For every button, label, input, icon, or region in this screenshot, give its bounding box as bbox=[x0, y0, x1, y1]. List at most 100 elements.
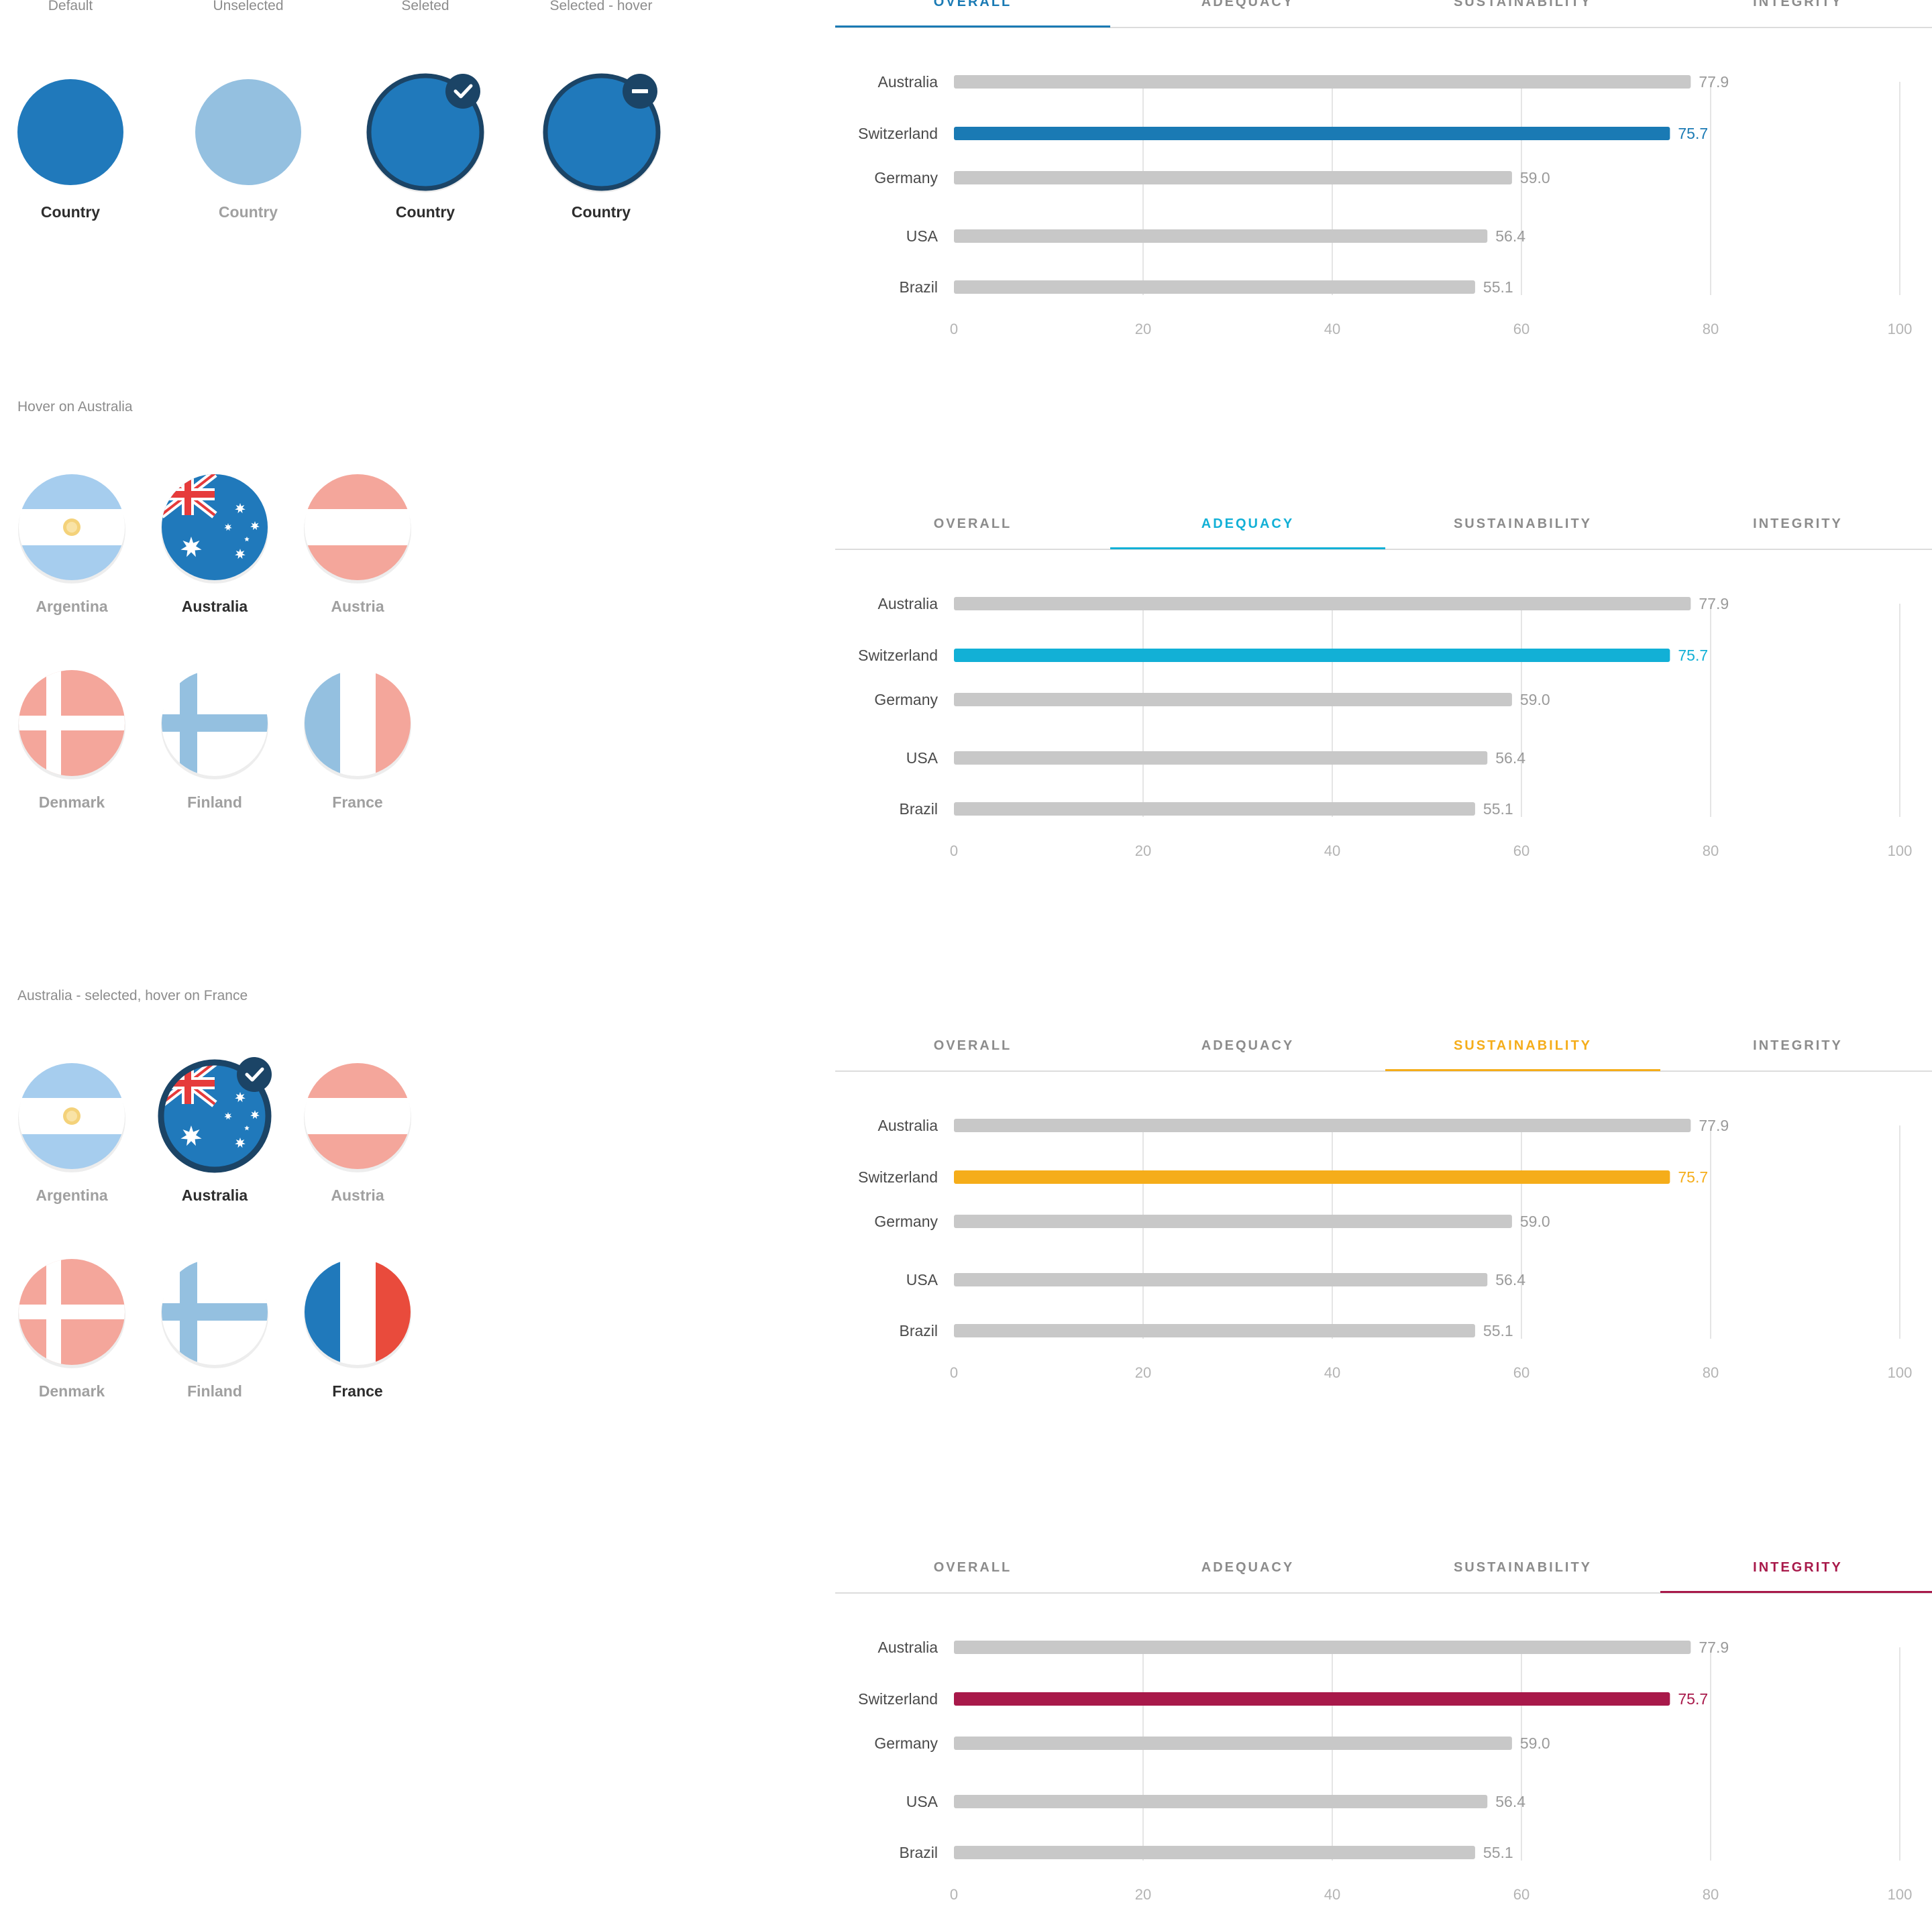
bar-usa bbox=[954, 1795, 1488, 1808]
tab-adequacy[interactable]: ADEQUACY bbox=[1201, 1038, 1295, 1053]
country-label-australia: Australia bbox=[181, 1187, 248, 1204]
category-label: Switzerland bbox=[858, 1690, 938, 1708]
tab-sustainability[interactable]: SUSTAINABILITY bbox=[1453, 0, 1593, 9]
bar-usa bbox=[954, 751, 1488, 765]
country-flag-france[interactable] bbox=[297, 1252, 418, 1372]
value-label: 56.4 bbox=[1495, 1271, 1525, 1288]
category-label: Germany bbox=[874, 169, 938, 186]
bar-chart: Australia 77.9 Switzerland 75.7 Germany 59.0 U… bbox=[858, 1117, 1913, 1381]
value-label: 77.9 bbox=[1699, 595, 1729, 612]
value-label: 59.0 bbox=[1520, 169, 1550, 186]
x-tick-label: 80 bbox=[1703, 842, 1719, 859]
minus-badge-icon bbox=[623, 74, 657, 112]
x-tick-label: 0 bbox=[950, 1364, 958, 1381]
bar-brazil bbox=[954, 1846, 1475, 1859]
country-flag-australia[interactable] bbox=[154, 467, 275, 588]
bar-germany bbox=[954, 693, 1512, 706]
tab-overall[interactable]: OVERALL bbox=[933, 1038, 1012, 1053]
bar-australia bbox=[954, 75, 1691, 89]
x-tick-label: 0 bbox=[950, 1886, 958, 1903]
country-button-default[interactable] bbox=[17, 78, 124, 186]
value-label: 59.0 bbox=[1520, 1734, 1550, 1752]
country-flag-finland[interactable] bbox=[154, 663, 275, 783]
country-label-denmark: Denmark bbox=[38, 793, 105, 811]
x-tick-label: 20 bbox=[1135, 1886, 1151, 1903]
value-label: 56.4 bbox=[1495, 749, 1525, 767]
category-label: Germany bbox=[874, 1213, 938, 1230]
tab-sustainability[interactable]: SUSTAINABILITY bbox=[1453, 1560, 1593, 1575]
tab-integrity[interactable]: INTEGRITY bbox=[1753, 516, 1843, 531]
x-tick-label: 0 bbox=[950, 321, 958, 337]
tab-overall[interactable]: OVERALL bbox=[933, 0, 1012, 9]
chart-panel-overall: OVERALL ADEQUACY SUSTAINABILITY INTEGRITY Au… bbox=[835, 0, 1932, 357]
value-label: 77.9 bbox=[1699, 1117, 1729, 1134]
country-flag-finland[interactable] bbox=[154, 1252, 275, 1372]
active-tab-underline bbox=[1385, 1069, 1660, 1071]
value-label: 75.7 bbox=[1678, 1690, 1708, 1708]
category-label: Australia bbox=[878, 595, 938, 612]
country-flag-france[interactable] bbox=[297, 663, 418, 783]
bar-australia bbox=[954, 597, 1691, 610]
active-tab-underline bbox=[1660, 1591, 1932, 1593]
tab-adequacy[interactable]: ADEQUACY bbox=[1201, 1560, 1295, 1575]
state-label-selected: Seleted bbox=[401, 0, 449, 13]
tab-overall[interactable]: OVERALL bbox=[933, 1560, 1012, 1575]
bar-switzerland bbox=[954, 1170, 1670, 1184]
active-tab-underline bbox=[1110, 547, 1385, 549]
tab-integrity[interactable]: INTEGRITY bbox=[1753, 1560, 1843, 1575]
value-label: 75.7 bbox=[1678, 125, 1708, 142]
category-label: Australia bbox=[878, 73, 938, 91]
bar-brazil bbox=[954, 280, 1475, 294]
country-label-argentina: Argentina bbox=[36, 1187, 108, 1204]
category-label: USA bbox=[906, 227, 938, 245]
category-label: Switzerland bbox=[858, 125, 938, 142]
country-flag-argentina[interactable] bbox=[11, 467, 132, 588]
x-tick-label: 100 bbox=[1888, 321, 1913, 337]
tab-integrity[interactable]: INTEGRITY bbox=[1753, 1038, 1843, 1053]
country-button-unselected[interactable] bbox=[195, 78, 302, 186]
country-flag-austria[interactable] bbox=[297, 467, 418, 588]
bar-brazil bbox=[954, 1324, 1475, 1337]
tab-sustainability[interactable]: SUSTAINABILITY bbox=[1453, 1038, 1593, 1053]
circle-label: Country bbox=[395, 203, 455, 221]
x-tick-label: 100 bbox=[1888, 1886, 1913, 1903]
value-label: 55.1 bbox=[1483, 1322, 1513, 1339]
section-caption: Australia - selected, hover on France bbox=[17, 988, 248, 1003]
x-tick-label: 40 bbox=[1324, 842, 1340, 859]
bar-germany bbox=[954, 171, 1512, 184]
country-label-finland: Finland bbox=[187, 793, 242, 811]
bar-germany bbox=[954, 1215, 1512, 1228]
value-label: 55.1 bbox=[1483, 800, 1513, 818]
country-label-australia: Australia bbox=[181, 598, 248, 615]
x-tick-label: 60 bbox=[1513, 1886, 1529, 1903]
category-label: Switzerland bbox=[858, 1168, 938, 1186]
category-label: Germany bbox=[874, 1734, 938, 1752]
value-label: 55.1 bbox=[1483, 1844, 1513, 1861]
country-flag-denmark[interactable] bbox=[11, 1252, 132, 1372]
x-tick-label: 60 bbox=[1513, 1364, 1529, 1381]
country-flag-argentina[interactable] bbox=[11, 1056, 132, 1176]
tab-adequacy[interactable]: ADEQUACY bbox=[1201, 0, 1295, 9]
tab-overall[interactable]: OVERALL bbox=[933, 516, 1012, 531]
tab-adequacy[interactable]: ADEQUACY bbox=[1201, 516, 1295, 531]
category-label: Germany bbox=[874, 691, 938, 708]
x-tick-label: 100 bbox=[1888, 842, 1913, 859]
bar-usa bbox=[954, 229, 1488, 243]
category-label: Brazil bbox=[899, 1322, 938, 1339]
bar-chart: Australia 77.9 Switzerland 75.7 Germany 59.0 U… bbox=[858, 73, 1913, 337]
tab-integrity[interactable]: INTEGRITY bbox=[1753, 0, 1843, 9]
state-label-selected-hover: Selected - hover bbox=[549, 0, 653, 13]
value-label: 59.0 bbox=[1520, 691, 1550, 708]
tab-sustainability[interactable]: SUSTAINABILITY bbox=[1453, 516, 1593, 531]
x-tick-label: 60 bbox=[1513, 321, 1529, 337]
chart-panel-sustainability: OVERALL ADEQUACY SUSTAINABILITY INTEGRITY Au… bbox=[835, 1038, 1932, 1400]
x-tick-label: 100 bbox=[1888, 1364, 1913, 1381]
state-label-default: Default bbox=[48, 0, 93, 13]
country-flag-austria[interactable] bbox=[297, 1056, 418, 1176]
x-tick-label: 80 bbox=[1703, 321, 1719, 337]
bar-switzerland bbox=[954, 649, 1670, 662]
country-flag-denmark[interactable] bbox=[11, 663, 132, 783]
check-badge-icon bbox=[237, 1057, 272, 1095]
category-label: Brazil bbox=[899, 800, 938, 818]
circle-label: Country bbox=[218, 203, 278, 221]
